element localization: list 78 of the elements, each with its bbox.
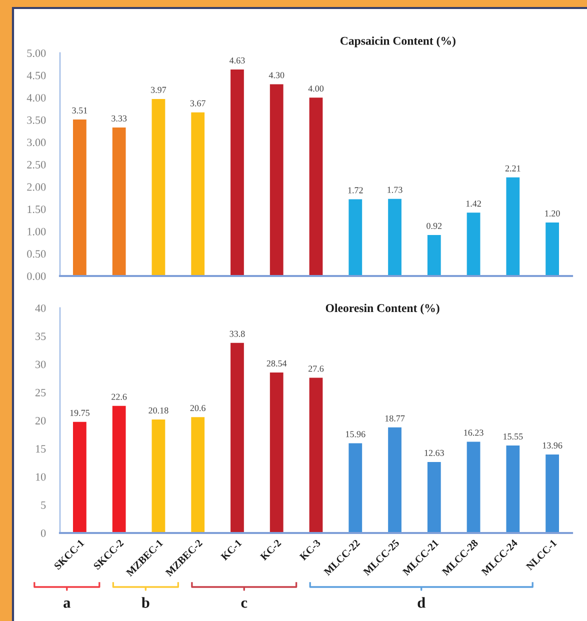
bar — [270, 372, 284, 533]
y-tick-label: 35 — [36, 332, 46, 340]
bar — [72, 119, 86, 276]
text: a — [64, 600, 70, 608]
y-tick-label: 20 — [35, 416, 46, 424]
text: d — [418, 597, 426, 608]
bar — [72, 422, 86, 533]
data-label: 33.8 — [230, 330, 245, 337]
data-label: 2.21 — [505, 165, 520, 172]
y-tick-label: 3.00 — [27, 138, 46, 146]
bar — [112, 406, 126, 533]
y-tick-label: 25 — [35, 388, 46, 396]
data-label: 27.6 — [308, 366, 324, 372]
data-label: 20.6 — [190, 405, 206, 412]
data-label: 1.73 — [388, 186, 402, 193]
y-tick-label: 2.50 — [27, 160, 46, 169]
data-label: 3.51 — [72, 107, 88, 114]
y-tick-label: 0.00 — [27, 272, 46, 280]
chart-title: Capsaicin Content (%) — [340, 36, 456, 48]
bar — [388, 198, 402, 276]
data-label: 20.18 — [148, 407, 168, 414]
bar — [546, 222, 560, 276]
bar — [309, 98, 323, 276]
data-label: 0.92 — [426, 222, 442, 230]
y-tick-label: 1.50 — [28, 206, 46, 214]
data-label: 22.6 — [112, 394, 127, 400]
bar — [191, 417, 205, 533]
data-label: 19.75 — [70, 410, 90, 416]
y-tick-label: 0.50 — [27, 250, 46, 258]
y-tick-label: 4.50 — [26, 72, 46, 80]
bar — [230, 342, 244, 533]
data-label: 16.23 — [464, 430, 484, 436]
y-tick-label: 2.00 — [27, 183, 46, 191]
text: b — [142, 597, 150, 608]
data-label: 1.20 — [545, 210, 560, 217]
data-label: 3.33 — [112, 115, 127, 122]
bar — [348, 199, 362, 276]
data-label: 1.42 — [466, 200, 481, 207]
bar — [427, 462, 441, 533]
y-tick-label: 5.00 — [27, 49, 46, 58]
bar — [546, 454, 560, 533]
data-label: 13.96 — [542, 442, 562, 449]
y-tick-label: 1.00 — [28, 228, 46, 236]
bar — [388, 427, 402, 533]
bar — [152, 419, 166, 533]
y-tick-label: 30 — [36, 360, 46, 368]
chart-title: Oleoresin Content (%) — [326, 304, 440, 314]
bar — [270, 84, 284, 276]
data-label: 15.55 — [504, 433, 523, 440]
bar — [152, 98, 166, 276]
bar — [230, 70, 244, 276]
text: c — [241, 600, 248, 608]
data-label: 1.72 — [348, 187, 363, 194]
bar — [348, 443, 362, 533]
y-tick-label: 15 — [36, 445, 46, 453]
data-label: 4.30 — [268, 72, 284, 78]
bar — [506, 446, 520, 533]
data-label: 4.63 — [230, 57, 245, 64]
bar — [466, 212, 480, 276]
y-tick-label: 40 — [35, 304, 46, 312]
bar — [309, 378, 323, 533]
bar — [506, 177, 520, 276]
y-tick-label: 4.00 — [26, 94, 46, 102]
y-tick-label: 10 — [36, 473, 46, 481]
data-label: 4.00 — [308, 86, 324, 92]
data-label: 12.63 — [424, 450, 444, 456]
bar — [466, 442, 480, 533]
y-tick-label: 3.50 — [27, 116, 46, 124]
bar — [427, 234, 441, 276]
data-label: 3.97 — [150, 86, 166, 93]
bar — [191, 112, 205, 276]
data-label: 15.96 — [346, 431, 366, 438]
data-label: 18.77 — [385, 415, 405, 422]
y-tick-label: 0 — [40, 529, 46, 537]
bar — [112, 127, 126, 276]
data-label: 3.67 — [190, 100, 206, 106]
data-label: 28.54 — [266, 360, 287, 366]
y-tick-label: 5 — [41, 501, 46, 509]
